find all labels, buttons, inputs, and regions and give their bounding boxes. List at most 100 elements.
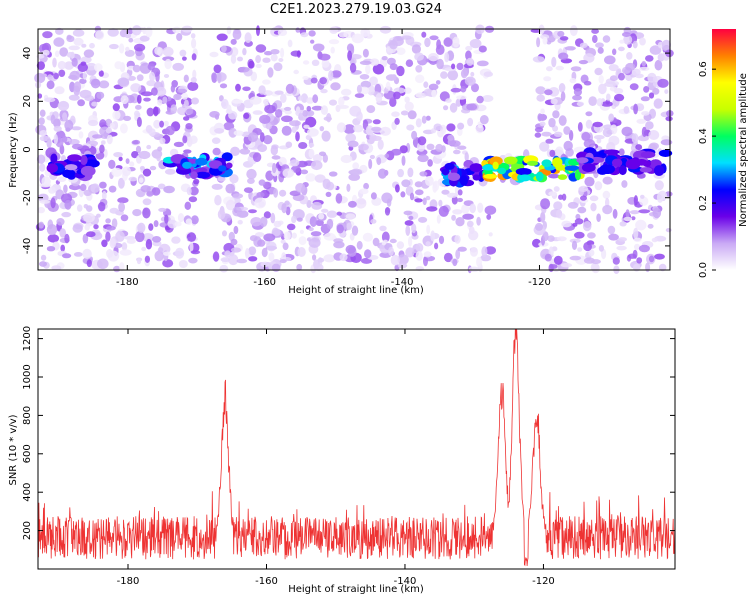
spectrogram-cell [39, 163, 46, 172]
spectrogram-cell [54, 86, 65, 95]
spectrogram-cell [553, 201, 563, 211]
spectrogram-cell [217, 72, 222, 84]
spectrogram-cell [73, 252, 83, 257]
spectrogram-cell [262, 79, 271, 85]
spectrogram-cell [414, 181, 423, 188]
spectrogram-feature-cell [80, 154, 88, 166]
spectrogram-cell [162, 96, 168, 104]
spectrogram-feature-cell [576, 157, 589, 164]
spectrogram-cell [561, 193, 567, 201]
spectrogram-cell [572, 222, 578, 227]
spectrogram-cell [613, 88, 624, 94]
spectrogram-cell [117, 77, 130, 87]
spectrogram-cell [99, 144, 105, 154]
spectrogram-cell [211, 72, 217, 81]
spectrogram-cell [302, 60, 310, 65]
spectrogram-cell [256, 25, 260, 37]
spectrogram-cell [163, 74, 170, 78]
colorbar-tick-label: 0.6 [698, 61, 709, 77]
spectrogram-cell [130, 83, 142, 93]
spectrogram-cell [224, 250, 231, 258]
spectrogram-cell [257, 239, 266, 247]
spectrogram-cell [625, 209, 630, 218]
spectrogram-cell [231, 99, 244, 104]
spectrogram-cell [94, 63, 103, 72]
spectrogram-cell [239, 148, 251, 155]
spectrogram-cell [423, 251, 432, 258]
spectrogram-cell [381, 56, 388, 61]
spectrogram-cell [580, 195, 587, 201]
spectrogram-cell [588, 96, 597, 106]
spectrogram-cell [465, 45, 473, 51]
spectrogram-cell [209, 111, 220, 118]
spectrogram-cell [457, 122, 465, 130]
spectrogram-cell [321, 58, 330, 68]
spectrogram-cell [349, 62, 357, 73]
spectrogram-feature-cell [195, 171, 211, 179]
spectrogram-cell [451, 63, 456, 70]
spectrogram-cell [64, 61, 74, 70]
spectrogram-cell [71, 126, 82, 131]
spectrogram-cell [569, 255, 582, 261]
spectrogram-cell [336, 122, 346, 133]
spectrogram-cell [440, 71, 448, 79]
spectrogram-cell [114, 242, 123, 249]
spectrogram-feature-cell [625, 158, 641, 170]
spectrogram-feature-cell [444, 162, 455, 170]
spectrogram-cell [283, 231, 291, 241]
spectrogram-cell [558, 83, 566, 93]
spectrogram-cell [229, 174, 239, 184]
spectrogram-cell [591, 28, 599, 34]
snr-y-ticks: 200 400 600 800 1000 1200 [22, 326, 675, 540]
spectrogram-cell [325, 191, 332, 197]
spectrogram-cell [98, 201, 106, 212]
spectrogram-cell [441, 189, 450, 195]
spectrogram-cell [72, 29, 85, 37]
spectrogram-cell [310, 160, 323, 171]
spectrogram-cell [34, 72, 46, 84]
spectrogram-cell [280, 93, 287, 104]
spectrogram-cell [330, 46, 335, 54]
spectrogram-cell [264, 51, 273, 56]
spectrogram-cell [148, 223, 154, 231]
spectrogram-cell [585, 119, 593, 129]
spectrogram-cell [468, 266, 480, 272]
spectrogram-cell [174, 221, 182, 227]
spectrogram-cell [363, 182, 369, 190]
spectrogram-feature-cell [653, 165, 665, 176]
spectrogram-cell [359, 74, 370, 80]
spectrogram-cell [370, 192, 377, 200]
spectrogram-cell [438, 235, 445, 245]
spectrogram-cell [581, 131, 591, 141]
spectrogram-cell [120, 95, 129, 105]
spectrogram-cell [551, 56, 557, 68]
spectrogram-cell [379, 25, 392, 34]
spectrogram-cell [308, 227, 314, 232]
spectrogram-cell [53, 134, 58, 145]
spectrogram-cell [188, 257, 198, 264]
spectrogram-cell [612, 208, 618, 219]
spectrogram-cell [649, 45, 662, 55]
spectrogram-cell [330, 70, 342, 78]
spectrogram-feature-cell [80, 165, 96, 177]
spectrogram-cell [389, 238, 397, 244]
spectrogram-cell [211, 137, 221, 144]
spectrogram-cell [48, 186, 56, 194]
spectrogram-cell [226, 26, 232, 35]
spectrogram-cell [619, 39, 625, 44]
spectrogram-cell [567, 201, 579, 209]
spectrogram-cell [235, 83, 241, 92]
spectrogram-feature-cell [195, 157, 208, 166]
spectrogram-cell [165, 125, 175, 136]
spectrogram-cell [532, 56, 545, 63]
spectrogram-cell [173, 93, 182, 101]
spectrogram-cell [186, 187, 192, 196]
spectrogram-cell [576, 101, 585, 107]
spectrogram-cell [153, 220, 159, 228]
spectrogram-cell [120, 123, 128, 134]
spectrogram-cell [157, 247, 164, 253]
spectrogram-y-axis-label: Frequency (Hz) [8, 112, 19, 188]
spectrogram-cell [358, 143, 369, 151]
spectrogram-cell [113, 265, 121, 273]
